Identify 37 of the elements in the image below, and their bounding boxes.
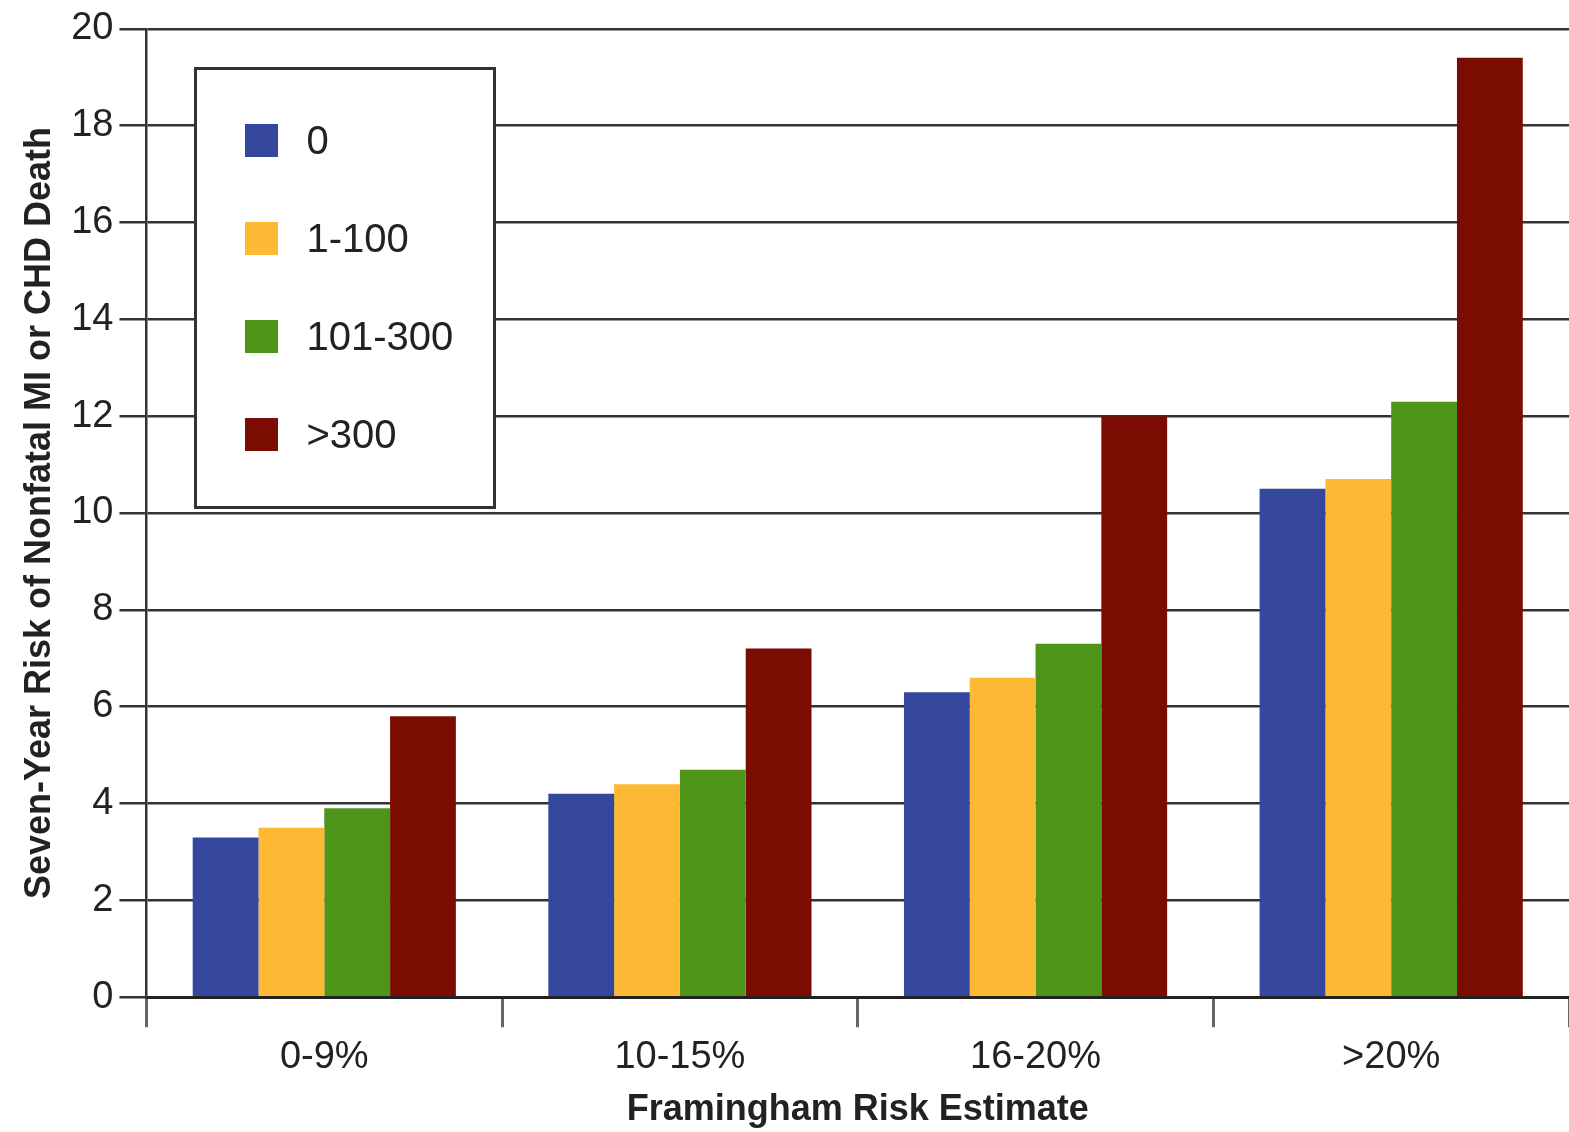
bar [1325,479,1392,996]
legend-label: 1-100 [306,216,409,262]
bar [192,837,259,996]
legend-label: >300 [306,412,397,458]
bar [1035,643,1102,996]
bar [903,692,970,996]
y-tick-label: 16 [71,198,114,241]
bar [390,716,456,996]
y-tick-label: 0 [92,973,114,1016]
y-tick-label: 10 [71,489,114,532]
y-axis-title: Seven-Year Risk of Nonfatal MI or CHD Death [16,126,58,900]
bar [258,827,325,996]
x-tick-label: >20% [1342,1034,1441,1077]
bar [324,808,391,996]
x-tick-label: 10-15% [614,1034,746,1077]
bar [1101,416,1168,996]
x-axis-title: Framingham Risk Estimate [626,1087,1089,1129]
y-tick-label: 18 [71,102,114,145]
x-tick-label: 0-9% [279,1034,369,1077]
y-tick-label: 20 [71,5,114,48]
legend-label: 0 [306,118,329,164]
x-tick-label: 16-20% [970,1034,1102,1077]
bar [548,793,615,996]
bar [1259,488,1326,996]
y-tick-label: 12 [71,392,114,435]
y-tick-label: 14 [71,295,114,338]
bar [1456,57,1523,996]
y-tick-label: 2 [92,876,114,919]
bar [969,677,1036,996]
legend-label: 101-300 [306,314,454,360]
bar [614,784,680,996]
y-tick-label: 6 [92,683,114,726]
bar [1391,401,1457,996]
y-tick-label: 4 [92,780,114,822]
bar [745,648,812,996]
y-tick-label: 8 [92,586,114,629]
bar [679,769,746,996]
